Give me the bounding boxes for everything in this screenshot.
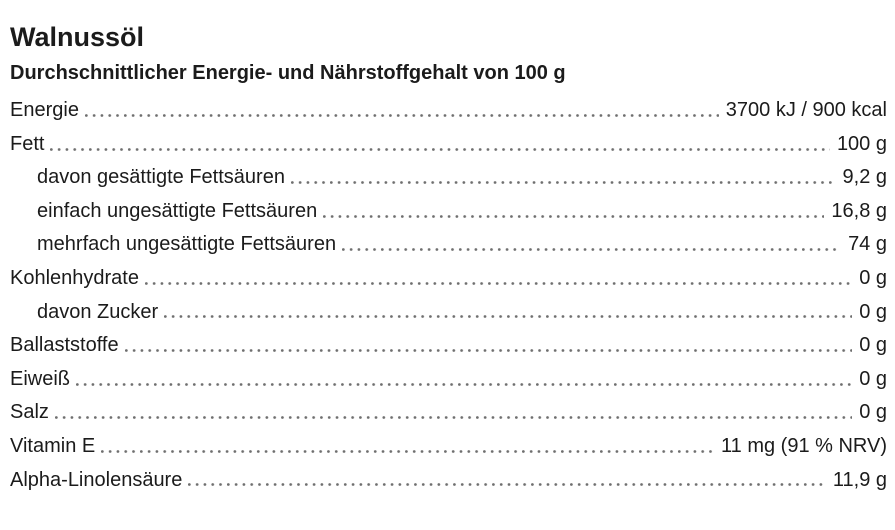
- row-label: Ballaststoffe: [10, 334, 119, 357]
- row-value: 11,9 g: [832, 468, 887, 491]
- table-row-alpha-linolensaeure: Alpha-Linolensäure 11,9 g: [10, 464, 887, 498]
- dot-leader: [164, 315, 853, 319]
- dot-leader: [342, 248, 842, 252]
- page-title: Walnussöl: [10, 22, 145, 52]
- row-value: 74 g: [848, 233, 887, 256]
- dot-leader: [50, 147, 830, 151]
- table-row-einfach-ungesaettigte-fettsaeuren: einfach ungesättigte Fettsäuren 16,8 g: [10, 195, 887, 229]
- row-label: Vitamin E: [10, 434, 96, 457]
- nutrition-table: Energie 3700 kJ / 900 kcal Fett 100 g da…: [10, 94, 887, 497]
- row-value: 0 g: [859, 367, 887, 390]
- row-label: davon gesättigte Fettsäuren: [37, 166, 285, 189]
- table-row-gesaettigte-fettsaeuren: davon gesättigte Fettsäuren 9,2 g: [10, 161, 887, 195]
- row-label: einfach ungesättigte Fettsäuren: [37, 199, 318, 222]
- row-value: 16,8 g: [831, 199, 887, 222]
- dot-leader: [101, 449, 714, 454]
- table-row-mehrfach-ungesaettigte-fettsaeuren: mehrfach ungesättigte Fettsäuren 74 g: [10, 228, 887, 262]
- table-row-eiweiss: Eiweiß 0 g: [10, 363, 887, 397]
- row-value: 0 g: [859, 401, 887, 424]
- dot-leader: [188, 483, 826, 487]
- table-row-energie: Energie 3700 kJ / 900 kcal: [10, 94, 887, 128]
- table-row-fett: Fett 100 g: [10, 128, 887, 162]
- dot-leader: [54, 416, 853, 420]
- dot-leader: [290, 181, 836, 185]
- row-label: mehrfach ungesättigte Fettsäuren: [37, 233, 337, 256]
- table-row-salz: Salz 0 g: [10, 396, 887, 430]
- dot-leader: [124, 349, 853, 353]
- row-value: 3700 kJ / 900 kcal: [725, 99, 887, 121]
- row-label: davon Zucker: [37, 300, 159, 323]
- dot-leader: [144, 281, 853, 286]
- row-label: Fett: [10, 132, 45, 155]
- row-label: Eiweiß: [10, 367, 71, 390]
- row-value: 100 g: [836, 132, 887, 155]
- dot-leader: [323, 214, 825, 218]
- row-value: 9,2 g: [842, 166, 887, 189]
- table-row-zucker: davon Zucker 0 g: [10, 296, 887, 330]
- dot-leader: [84, 113, 719, 118]
- page-subtitle: Durchschnittlicher Energie- und Nährstof…: [10, 62, 566, 84]
- row-value: 0 g: [859, 266, 887, 289]
- row-label: Alpha-Linolensäure: [10, 468, 183, 491]
- dot-leader: [76, 382, 853, 386]
- table-row-vitamin-e: Vitamin E 11 mg (91 % NRV): [10, 430, 887, 464]
- row-value: 0 g: [859, 300, 887, 323]
- row-label: Kohlenhydrate: [10, 266, 139, 289]
- row-value: 11 mg (91 % NRV): [721, 434, 887, 457]
- table-row-kohlenhydrate: Kohlenhydrate 0 g: [10, 262, 887, 296]
- table-row-ballaststoffe: Ballaststoffe 0 g: [10, 329, 887, 363]
- row-label: Energie: [10, 99, 79, 121]
- row-value: 0 g: [859, 334, 887, 357]
- row-label: Salz: [10, 401, 49, 424]
